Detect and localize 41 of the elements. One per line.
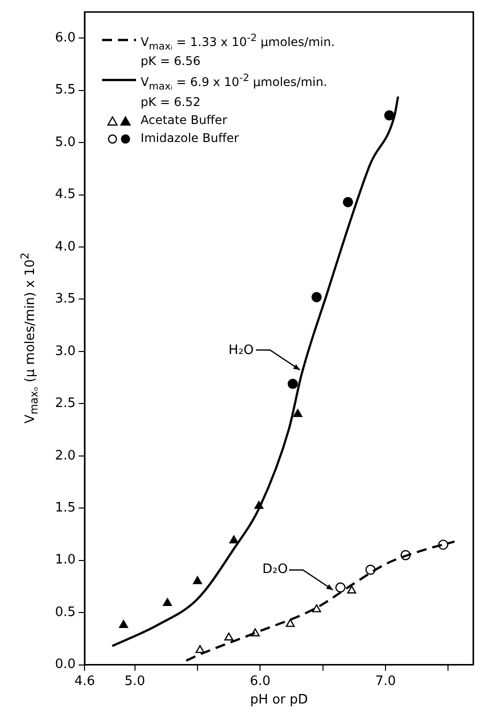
- y-tick-label: 1.5: [54, 500, 76, 516]
- point: [193, 576, 202, 584]
- y-tick-label: 5.0: [54, 134, 76, 150]
- y-tick-label: 4.5: [54, 187, 76, 202]
- y-tick-label: 0.0: [54, 657, 76, 672]
- line-series: [111, 96, 400, 648]
- point: [365, 564, 376, 575]
- text: V$_{maxᵢ}$ = 6.9 x 10$^{-2}$ μmoles/min. pK = 6.52: [140, 73, 328, 109]
- x-tick-label: 5.0: [124, 674, 146, 689]
- y-tick-label: 5.5: [54, 82, 76, 98]
- point: [119, 620, 128, 628]
- y-tick-label: 4.0: [54, 239, 76, 254]
- y-tick-label: 6.0: [54, 30, 76, 46]
- y-tick-label: 2.0: [54, 448, 76, 464]
- point: [312, 604, 322, 612]
- legend-label: Acetate Buffer: [140, 112, 228, 127]
- y-tick-label: 0.5: [54, 604, 76, 620]
- x-tick-label: 7.0: [375, 674, 396, 689]
- line-series: [185, 540, 456, 662]
- annotation: H₂O: [228, 342, 254, 358]
- y-tick-label: 1.0: [54, 552, 76, 568]
- point: [384, 110, 394, 121]
- y-tick-label: 2.5: [54, 396, 76, 412]
- point: [342, 196, 354, 208]
- point: [347, 586, 356, 594]
- y-tick-label: 3.0: [54, 344, 76, 359]
- x-tick-label: 6.0: [250, 674, 271, 689]
- point: [162, 598, 172, 606]
- point: [229, 535, 238, 544]
- point: [288, 378, 298, 389]
- point: [196, 645, 205, 654]
- point: [224, 632, 234, 640]
- point: [286, 618, 295, 627]
- x-axis-title: pH or pD: [250, 692, 308, 708]
- point: [293, 409, 302, 417]
- point: [335, 582, 346, 593]
- y-tick-label: 3.5: [54, 292, 76, 307]
- annotation: D₂O: [262, 562, 288, 578]
- legend-label: Imidazole Buffer: [140, 130, 239, 145]
- point: [311, 292, 322, 302]
- x-tick-label: 4.6: [74, 674, 96, 689]
